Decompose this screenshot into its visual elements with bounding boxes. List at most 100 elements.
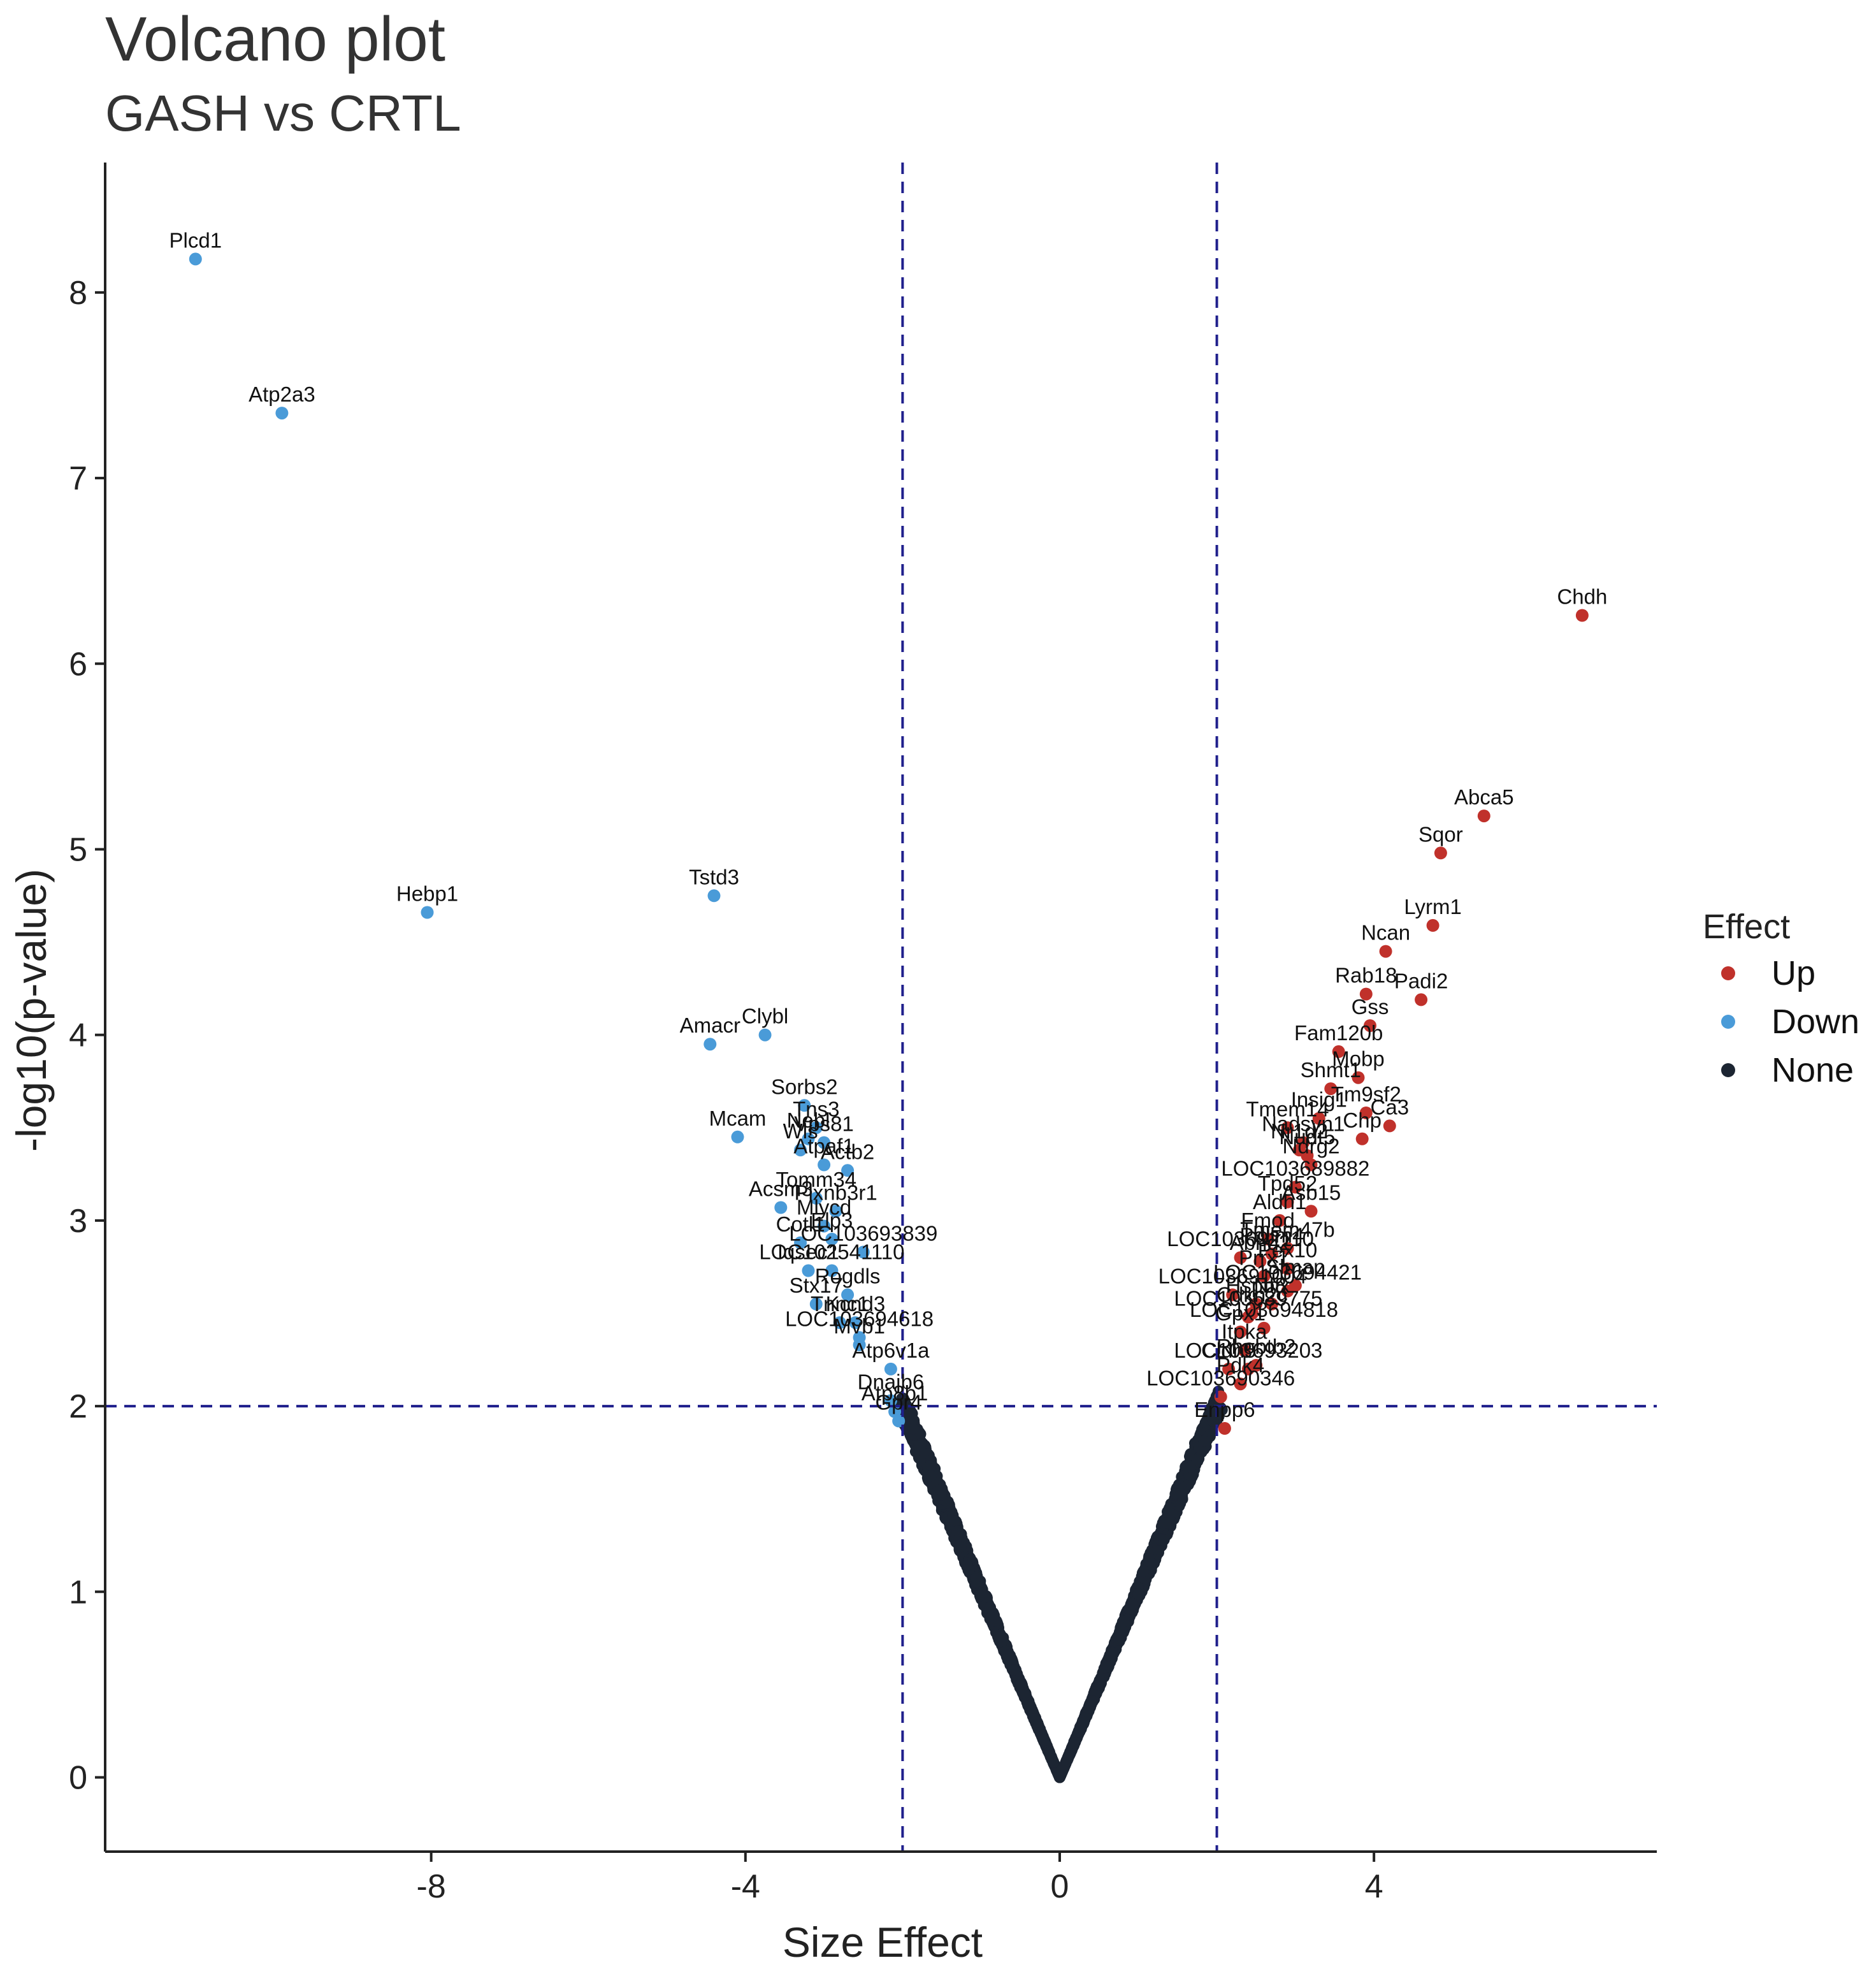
point-up bbox=[1379, 945, 1392, 958]
point-up bbox=[1434, 846, 1447, 860]
gene-label: Actb2 bbox=[821, 1140, 874, 1163]
gene-label: Gpr4 bbox=[876, 1390, 922, 1414]
x-tick-label: -8 bbox=[417, 1868, 446, 1905]
point-none bbox=[1064, 1748, 1076, 1760]
point-none bbox=[1132, 1588, 1144, 1600]
gene-label: Clybl bbox=[742, 1005, 788, 1028]
point-none bbox=[1078, 1716, 1090, 1729]
point-none bbox=[955, 1541, 967, 1553]
point-none bbox=[1158, 1534, 1170, 1546]
point-up bbox=[1383, 1119, 1396, 1133]
point-up bbox=[1355, 1132, 1369, 1145]
gene-label: Gss bbox=[1352, 995, 1389, 1019]
gene-label: Nr1d2 bbox=[1271, 1119, 1328, 1143]
gene-label: Amacr bbox=[680, 1013, 740, 1037]
point-none bbox=[914, 1440, 927, 1452]
y-tick-label: 3 bbox=[69, 1203, 87, 1240]
point-none bbox=[907, 1423, 920, 1435]
y-tick-label: 7 bbox=[69, 460, 87, 497]
y-tick-label: 8 bbox=[69, 275, 87, 312]
legend-swatch-down bbox=[1721, 1015, 1735, 1029]
x-tick-label: 0 bbox=[1051, 1868, 1069, 1905]
legend-swatch-up bbox=[1721, 966, 1735, 980]
legend-swatch-none bbox=[1721, 1063, 1735, 1077]
point-none bbox=[925, 1470, 937, 1482]
point-down bbox=[704, 1038, 717, 1051]
non-significant-point-cloud bbox=[891, 1385, 1228, 1783]
legend-label-down: Down bbox=[1771, 1003, 1859, 1041]
point-none bbox=[1118, 1615, 1130, 1627]
point-down bbox=[189, 252, 202, 266]
y-tick-label: 6 bbox=[69, 646, 87, 683]
y-tick-label: 4 bbox=[69, 1017, 87, 1054]
gene-label: Lyrm1 bbox=[1404, 895, 1461, 918]
point-none bbox=[1002, 1649, 1014, 1661]
gene-label: LOC103694618 bbox=[785, 1307, 934, 1330]
point-up bbox=[1218, 1422, 1231, 1435]
chart-title: Volcano plot bbox=[105, 4, 445, 74]
gene-label: Padi2 bbox=[1394, 969, 1448, 992]
point-none bbox=[951, 1525, 963, 1537]
gene-label: Sqor bbox=[1418, 822, 1463, 846]
point-none bbox=[1093, 1679, 1106, 1691]
point-none bbox=[1019, 1687, 1031, 1699]
point-none bbox=[1058, 1762, 1070, 1774]
point-up bbox=[1304, 1205, 1318, 1218]
point-down bbox=[707, 889, 721, 903]
point-none bbox=[961, 1559, 973, 1571]
point-none bbox=[1173, 1500, 1185, 1512]
gene-label: Shmt1 bbox=[1301, 1058, 1361, 1082]
legend-title: Effect bbox=[1703, 908, 1790, 946]
gene-label: Enpp6 bbox=[1194, 1398, 1255, 1421]
gene-label: Hebp1 bbox=[396, 882, 458, 906]
gene-label: Chp bbox=[1343, 1108, 1382, 1132]
y-tick-label: 2 bbox=[69, 1388, 87, 1425]
x-tick-label: -4 bbox=[731, 1868, 760, 1905]
point-none bbox=[1068, 1737, 1080, 1749]
gene-label: LOC103690346 bbox=[1146, 1367, 1295, 1390]
gene-label: Iqsec1 bbox=[777, 1240, 839, 1264]
y-tick-label: 5 bbox=[69, 831, 87, 868]
point-none bbox=[1174, 1488, 1187, 1500]
point-none bbox=[1037, 1734, 1050, 1746]
point-up bbox=[1575, 609, 1589, 622]
point-none bbox=[985, 1612, 997, 1624]
point-none bbox=[949, 1515, 962, 1527]
legend-label-up: Up bbox=[1771, 954, 1815, 992]
point-none bbox=[1102, 1661, 1114, 1673]
point-none bbox=[985, 1601, 997, 1613]
legend-label-none: None bbox=[1771, 1051, 1854, 1089]
point-up bbox=[1477, 809, 1490, 823]
y-tick-label: 0 bbox=[69, 1760, 87, 1797]
point-none bbox=[1127, 1599, 1139, 1611]
gene-label: Ncan bbox=[1361, 921, 1410, 945]
x-axis-title: Size Effect bbox=[783, 1919, 983, 1966]
gene-label: Atp6v1a bbox=[852, 1339, 930, 1362]
point-none bbox=[1160, 1517, 1172, 1529]
gene-label: Abca5 bbox=[1454, 785, 1514, 809]
point-up bbox=[1426, 918, 1439, 932]
point-none bbox=[994, 1631, 1006, 1643]
point-none bbox=[1137, 1565, 1150, 1578]
point-down bbox=[758, 1028, 772, 1041]
point-none bbox=[981, 1591, 993, 1603]
point-down bbox=[731, 1130, 744, 1143]
point-down bbox=[275, 407, 289, 420]
point-up bbox=[1415, 993, 1428, 1006]
point-none bbox=[1028, 1713, 1040, 1725]
point-none bbox=[1198, 1435, 1210, 1447]
gene-label: Plcd1 bbox=[170, 228, 222, 252]
point-down bbox=[421, 906, 434, 919]
y-tick-label: 1 bbox=[69, 1574, 87, 1611]
point-none bbox=[1046, 1753, 1058, 1766]
chart-subtitle: GASH vs CRTL bbox=[105, 85, 461, 142]
gene-label: Rab18 bbox=[1335, 964, 1397, 987]
gene-label: Fam120b bbox=[1294, 1021, 1383, 1045]
point-none bbox=[1113, 1634, 1125, 1646]
gene-label: Atp2a3 bbox=[249, 382, 315, 406]
gene-label: Mcam bbox=[709, 1107, 767, 1130]
point-none bbox=[1185, 1462, 1197, 1474]
